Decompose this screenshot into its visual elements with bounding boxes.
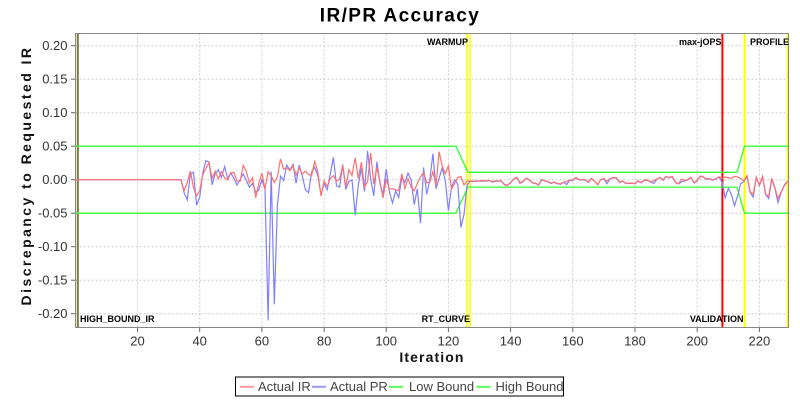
svg-text:40: 40 [192,334,206,349]
svg-text:RT_CURVE: RT_CURVE [422,314,470,324]
svg-text:100: 100 [375,334,397,349]
svg-text:-0.10: -0.10 [38,239,68,254]
svg-text:PROFILE: PROFILE [750,37,789,47]
svg-text:200: 200 [686,334,708,349]
svg-text:-0.15: -0.15 [38,273,68,288]
svg-text:0.15: 0.15 [42,72,67,87]
svg-text:-0.05: -0.05 [38,206,68,221]
svg-text:Discrepancy to Requested IR: Discrepancy to Requested IR [18,46,34,306]
svg-text:High Bound: High Bound [496,379,564,394]
svg-text:HIGH_BOUND_IR: HIGH_BOUND_IR [80,314,155,324]
svg-text:60: 60 [255,334,269,349]
svg-text:-0.20: -0.20 [38,306,68,321]
svg-text:20: 20 [130,334,144,349]
svg-text:0.00: 0.00 [42,172,67,187]
svg-text:120: 120 [438,334,460,349]
svg-text:80: 80 [317,334,331,349]
svg-text:180: 180 [624,334,646,349]
svg-text:Iteration: Iteration [399,349,464,365]
svg-text:WARMUP: WARMUP [427,37,468,47]
svg-text:Actual IR: Actual IR [258,379,311,394]
svg-text:220: 220 [749,334,771,349]
svg-text:140: 140 [500,334,522,349]
svg-text:0.20: 0.20 [42,38,67,53]
svg-text:0.10: 0.10 [42,105,67,120]
svg-text:Low Bound: Low Bound [409,379,474,394]
svg-text:160: 160 [562,334,584,349]
svg-text:VALIDATION: VALIDATION [690,314,744,324]
svg-text:0.05: 0.05 [42,139,67,154]
svg-text:max-jOPS: max-jOPS [679,37,722,47]
svg-text:IR/PR Accuracy: IR/PR Accuracy [320,6,480,27]
svg-text:Actual PR: Actual PR [330,379,388,394]
